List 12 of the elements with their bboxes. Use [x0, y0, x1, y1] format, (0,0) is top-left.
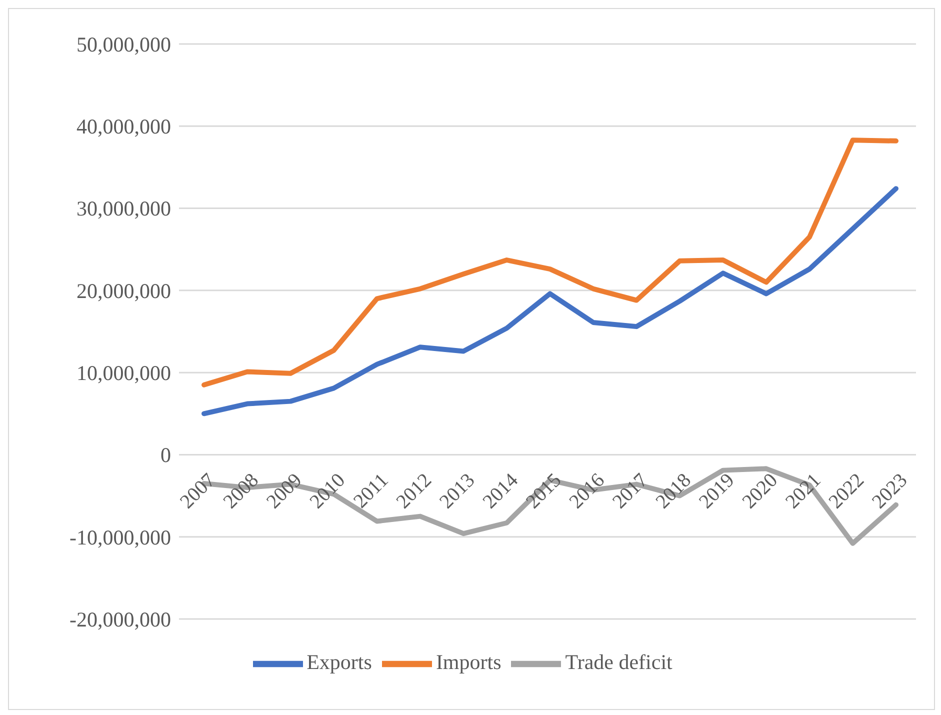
y-tick-label: 0: [160, 443, 171, 468]
y-tick-label: 40,000,000: [76, 114, 171, 139]
y-tick-label: -20,000,000: [70, 607, 171, 632]
legend-label: Exports: [306, 650, 372, 674]
y-tick-label: 10,000,000: [76, 361, 171, 386]
x-tick-label: 2011: [349, 469, 393, 513]
legend-label: Trade deficit: [565, 650, 672, 674]
y-tick-label: 50,000,000: [76, 32, 171, 56]
legend-label: Imports: [436, 650, 502, 674]
y-tick-label: 30,000,000: [76, 196, 171, 221]
y-tick-label: -10,000,000: [70, 525, 171, 550]
y-tick-label: 20,000,000: [76, 278, 171, 303]
